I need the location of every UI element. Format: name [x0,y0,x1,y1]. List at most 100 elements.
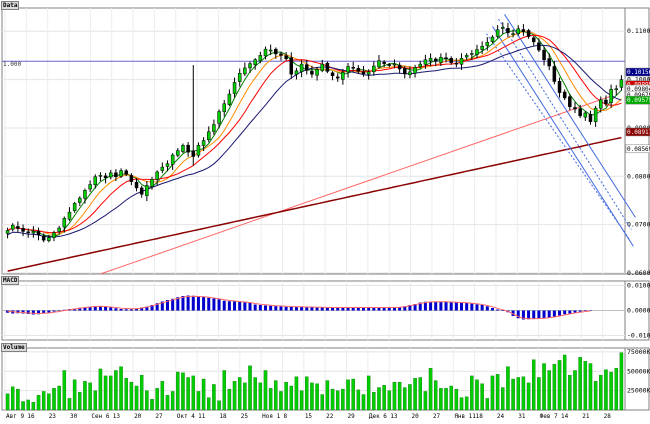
candle-body [418,63,422,68]
macd-bar [83,307,87,311]
date-label: 28 [604,413,612,420]
candle-body [573,107,577,110]
candle-body [170,154,175,165]
volume-bar [294,376,299,411]
macd-bar [109,307,113,311]
candle-body [98,175,103,177]
candle-body [52,232,56,238]
volume-bar [72,379,77,411]
macd-bar [217,299,221,311]
volume-bar [392,381,397,411]
date-label: Сен 6 [91,413,109,420]
macd-bar [150,305,154,311]
volume-bar [212,384,216,411]
macd-bar [434,301,438,311]
volume-bar [454,388,459,411]
volume-bar [366,375,371,411]
date-label: 27 [433,413,441,420]
trend-line [100,96,611,275]
volume-bar [335,390,340,411]
candle-body [310,71,314,75]
volume-bar [124,378,128,411]
macd-bar [263,305,267,311]
candle-body [315,69,319,76]
candle-body [330,72,335,76]
volume-bar [207,397,211,411]
macd-bar [413,304,417,311]
date-label: 13 [113,413,121,420]
volume-bar [57,385,61,411]
date-label: 30 [70,413,78,420]
volume-bar [165,395,170,411]
price-tag-label: 0.10156 [627,69,650,76]
macd-panel-label: MACD [1,276,20,285]
macd-bar [558,310,562,316]
candle-body [413,67,417,74]
date-label: 31 [518,413,526,420]
candle-body [423,59,428,65]
macd-bar [439,301,443,311]
volume-bar [258,382,263,411]
volume-bar [227,388,232,411]
macd-bar [418,302,422,311]
volume-tick-label: 25000K [627,387,650,395]
candle-body [10,224,15,230]
macd-bar [47,310,51,313]
candle-body [108,172,113,178]
volume-bar [382,385,386,411]
date-label: 11 [198,413,206,420]
volume-bar [108,375,113,411]
candle-body [449,58,453,63]
macd-bar [341,307,345,311]
candle-body [537,42,541,51]
volume-bar [26,399,30,411]
macd-bar [26,310,30,314]
macd-bar [52,310,56,312]
macd-bar [88,306,92,311]
macd-bar [480,305,484,311]
candle-body [444,57,448,59]
volume-bar [274,380,278,411]
candle-body [160,166,165,171]
volume-bar [433,380,438,411]
price-tag-label: 0.09679 [627,92,650,99]
date-label: 24 [497,413,505,420]
volume-bar [470,375,474,411]
date-label: 23 [49,413,57,420]
macd-bar [516,310,520,319]
macd-bar [253,304,257,311]
macd-bar [140,307,144,311]
macd-bar [155,303,159,311]
volume-tick-label: 75000K [627,348,650,356]
candle-body [341,72,345,80]
candle-body [279,53,283,56]
volume-bar [299,390,304,411]
macd-bar [460,302,464,311]
macd-bar [119,309,123,311]
volume-bar [253,377,257,411]
volume-bar [542,363,546,411]
volume-bar [268,388,273,411]
candle-body [258,55,263,62]
macd-bar [104,306,108,311]
macd-bar [382,307,386,311]
candle-body [501,27,505,29]
volume-bar [346,379,350,411]
price-tag [625,67,650,77]
candle-body [88,184,92,190]
volume-panel-axis-area [624,347,650,411]
volume-bar [52,388,56,411]
macd-tick-label: 0.00000 [627,307,650,315]
volume-bar [464,396,469,411]
macd-bar [181,296,185,311]
macd-bar [93,306,97,311]
ma-slow-line [7,34,622,234]
volume-bar [10,386,15,411]
volume-bar [186,377,190,411]
volume-bar [490,375,495,411]
volume-bar [609,371,613,411]
macd-bar [186,295,190,311]
candle-body [305,64,309,71]
volume-bar [604,369,608,411]
